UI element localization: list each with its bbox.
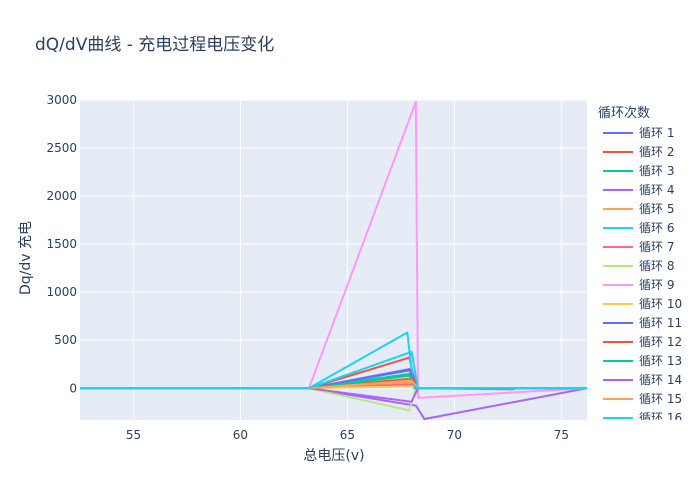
legend-label: 循环 9 [639,278,674,292]
legend-label: 循环 13 [639,354,682,368]
legend-label: 循环 14 [639,373,682,387]
y-tick-label: 0 [69,381,77,395]
legend-label: 循环 8 [639,259,674,273]
legend-label: 循环 5 [639,202,674,216]
y-tick-label: 1500 [46,237,77,251]
legend-label: 循环 1 [639,126,674,140]
y-tick-label: 2500 [46,141,77,155]
x-tick-label: 55 [126,428,141,442]
plot-area: 55 60 65 70 75 0 500 1000 1500 2000 2500 3000 [46,93,587,442]
y-tick-label: 1000 [46,285,77,299]
chart-title: dQ/dV曲线 - 充电过程电压变化 [35,35,274,55]
legend-label: 循环 3 [639,164,674,178]
y-axis-title: Dq/dv 充电 [18,221,34,295]
x-axis-title: 总电压(v) [303,448,364,464]
legend-label: 循环 12 [639,335,682,349]
y-tick-label: 500 [54,333,77,347]
y-tick-label: 2000 [46,189,77,203]
legend-label: 循环 15 [639,392,682,406]
y-tick-label: 3000 [46,93,77,107]
legend-label: 循环 2 [639,145,674,159]
legend-label: 循环 4 [639,183,674,197]
x-tick-label: 65 [340,428,355,442]
x-tick-label: 75 [554,428,569,442]
legend-title: 循环次数 [598,105,650,121]
legend-label: 循环 10 [639,297,682,311]
legend-label: 循环 6 [639,221,674,235]
x-tick-label: 70 [447,428,462,442]
x-tick-label: 60 [233,428,248,442]
legend-label: 循环 11 [639,316,682,330]
legend-label: 循环 7 [639,240,674,254]
